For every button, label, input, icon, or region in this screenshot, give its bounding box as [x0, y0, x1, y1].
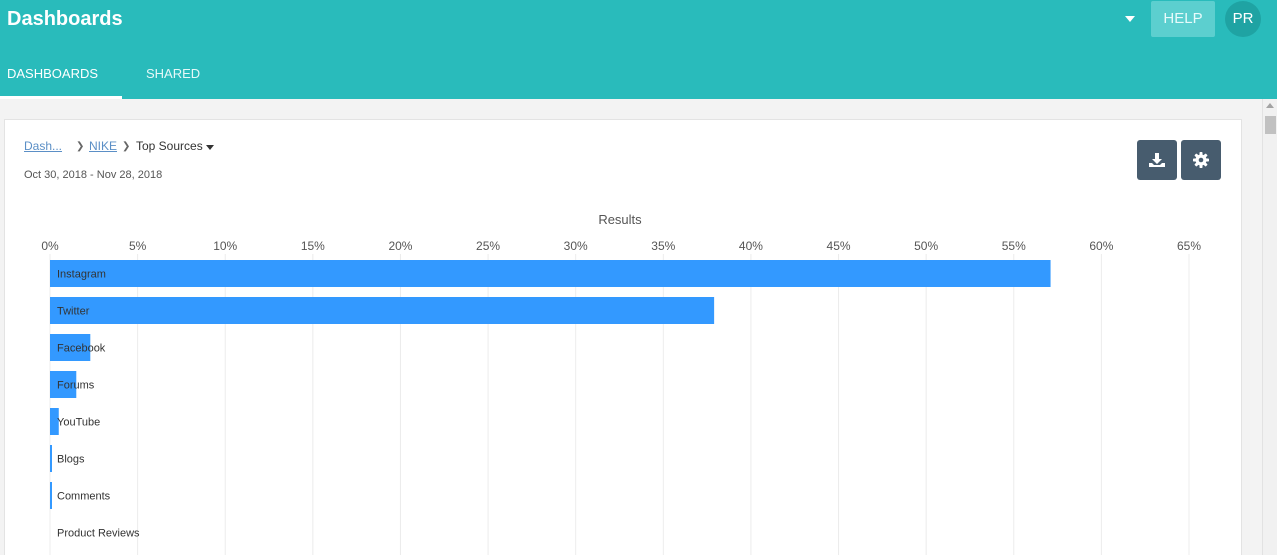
- results-bar-chart: 0% 5% 10% 15% 20% 25% 30% 35% 40% 45% 50% 55% 60% 65%…: [41, 239, 1201, 555]
- x-tick-label: 50%: [914, 239, 938, 253]
- x-tick-label: 20%: [388, 239, 412, 253]
- dashboard-card: Dash... ❯ NIKE ❯ Top Sources Oct 30, 201…: [4, 119, 1242, 555]
- scrollbar-thumb[interactable]: [1265, 116, 1276, 134]
- bar-youtube[interactable]: [50, 408, 59, 435]
- breadcrumb-parent: NIKE: [89, 139, 117, 153]
- tab-dashboards[interactable]: DASHBOARDS: [7, 66, 99, 81]
- x-tick-label: 10%: [213, 239, 237, 253]
- x-tick-label: 35%: [651, 239, 675, 253]
- download-icon: [1149, 153, 1165, 167]
- gear-icon: [1193, 152, 1209, 168]
- active-tab-indicator: [0, 96, 122, 99]
- x-tick-label: 65%: [1177, 239, 1201, 253]
- bar-label: Comments: [57, 491, 111, 503]
- x-tick-label: 5%: [129, 239, 147, 253]
- breadcrumb-separator-icon: ❯: [76, 141, 85, 152]
- x-tick-label: 45%: [827, 239, 851, 253]
- bar-label: Forums: [57, 380, 95, 392]
- bar-label: Product Reviews: [57, 528, 140, 540]
- x-tick-label: 25%: [476, 239, 500, 253]
- chevron-down-icon[interactable]: [206, 145, 214, 150]
- tab-shared[interactable]: SHARED: [146, 66, 201, 81]
- bar-twitter[interactable]: [50, 297, 715, 324]
- breadcrumb-root-link[interactable]: Dash...: [24, 139, 63, 153]
- breadcrumb-current[interactable]: Top Sources: [136, 139, 203, 153]
- x-tick-label: 55%: [1002, 239, 1026, 253]
- bar-comments[interactable]: [50, 482, 52, 509]
- x-tick-label: 40%: [739, 239, 763, 253]
- chevron-down-icon[interactable]: [1125, 16, 1135, 22]
- breadcrumb-separator-icon: ❯: [122, 141, 131, 152]
- bar-label: YouTube: [57, 417, 100, 429]
- x-tick-label: 15%: [301, 239, 325, 253]
- bar-facebook[interactable]: [50, 334, 91, 361]
- bar-blogs[interactable]: [50, 445, 52, 472]
- x-tick-label: 60%: [1089, 239, 1113, 253]
- x-tick-label: 0%: [41, 239, 59, 253]
- breadcrumb: Dash...: [24, 139, 62, 153]
- vertical-scrollbar[interactable]: [1262, 99, 1277, 555]
- app-title: Dashboards: [7, 8, 123, 30]
- bar-instagram[interactable]: [50, 260, 1051, 287]
- help-button[interactable]: HELP: [1151, 1, 1215, 37]
- bar-label: Instagram: [57, 269, 106, 281]
- date-range: Oct 30, 2018 - Nov 28, 2018: [24, 169, 163, 181]
- settings-button[interactable]: [1181, 140, 1221, 180]
- avatar[interactable]: PR: [1225, 1, 1261, 37]
- bar-label: Twitter: [57, 306, 90, 318]
- download-button[interactable]: [1137, 140, 1177, 180]
- scroll-up-icon[interactable]: [1266, 103, 1274, 108]
- chart-title: Results: [598, 212, 642, 227]
- x-tick-label: 30%: [564, 239, 588, 253]
- bar-label: Facebook: [57, 343, 106, 355]
- bar-forums[interactable]: [50, 371, 77, 398]
- breadcrumb-parent-link[interactable]: NIKE: [89, 139, 118, 153]
- bar-label: Blogs: [57, 454, 85, 466]
- app-header: Dashboards HELP PR DASHBOARDS SHARED: [0, 0, 1277, 99]
